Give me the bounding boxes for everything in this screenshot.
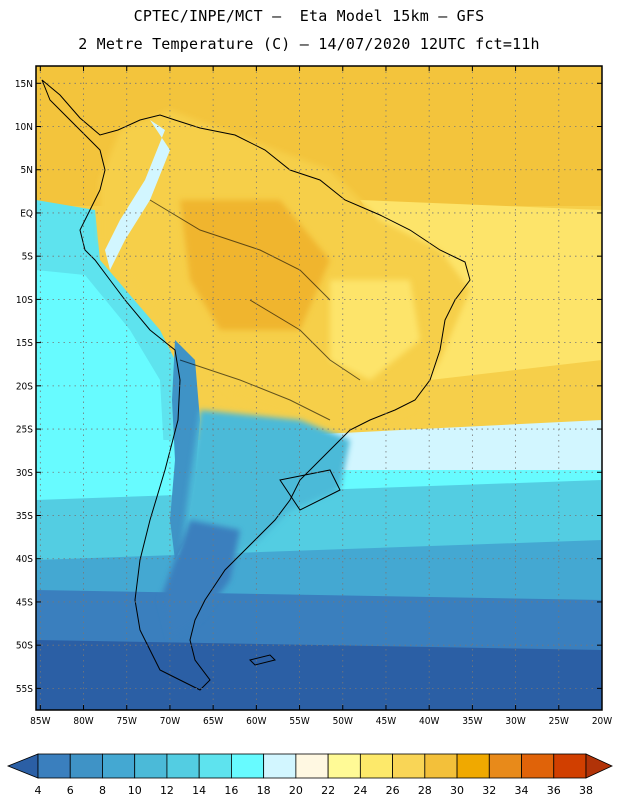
lon-label: 50W — [333, 716, 353, 727]
lon-label: 60W — [246, 716, 266, 727]
colorbar-label: 12 — [160, 784, 174, 797]
colorbar-label: 28 — [418, 784, 432, 797]
lat-label: 5N — [21, 165, 33, 176]
gridlines — [36, 66, 602, 710]
colorbar-label: 6 — [67, 784, 74, 797]
colorbar-label: 22 — [321, 784, 335, 797]
lat-label: 5S — [22, 252, 34, 263]
lat-label: 15N — [15, 79, 33, 90]
colorbar: 4 6 8 10 12 14 16 18 20 22 24 26 28 30 32 34 36 38 — [6, 753, 613, 797]
colorbar-label: 4 — [35, 784, 42, 797]
lat-label: 30S — [16, 468, 33, 479]
colorbar-label: 32 — [482, 784, 496, 797]
lon-label: 20W — [592, 716, 612, 727]
latitude-axis: 15N 10N 5N EQ 5S 10S 15S 20S 25S 30S 35S 40S 45S 50S 5… — [15, 79, 602, 695]
map-title-line1: CPTEC/INPE/MCT – Eta Model 15km – GFS — [133, 7, 485, 25]
lon-label: 75W — [117, 716, 137, 727]
lat-label: 10S — [16, 295, 33, 306]
lat-label: 10N — [15, 122, 33, 133]
colorbar-label: 14 — [192, 784, 206, 797]
colorbar-swatch — [231, 753, 265, 779]
lat-label: 15S — [16, 338, 33, 349]
colorbar-swatch — [359, 753, 393, 779]
colorbar-arrow-low — [6, 753, 39, 779]
map-title-line2: 2 Metre Temperature (C) – 14/07/2020 12U… — [78, 35, 540, 53]
colorbar-label: 18 — [257, 784, 271, 797]
colorbar-label: 34 — [515, 784, 529, 797]
lon-label: 35W — [462, 716, 482, 727]
colorbar-swatch — [392, 753, 426, 779]
colorbar-label: 38 — [579, 784, 593, 797]
colorbar-label: 26 — [386, 784, 400, 797]
lat-label: 45S — [16, 597, 33, 608]
lat-label: 40S — [16, 554, 33, 565]
colorbar-swatch — [134, 753, 168, 779]
colorbar-swatch — [456, 753, 490, 779]
lon-label: 55W — [289, 716, 309, 727]
colorbar-swatch — [69, 753, 103, 779]
colorbar-swatch — [521, 753, 555, 779]
colorbar-swatch — [263, 753, 297, 779]
colorbar-swatch — [166, 753, 200, 779]
colorbar-label: 24 — [353, 784, 367, 797]
lon-label: 30W — [505, 716, 525, 727]
lat-label: EQ — [20, 208, 33, 219]
lat-label: 20S — [16, 381, 33, 392]
colorbar-label: 16 — [224, 784, 238, 797]
lon-label: 85W — [30, 716, 50, 727]
colorbar-swatch — [327, 753, 361, 779]
map-frame — [35, 65, 603, 711]
lon-label: 45W — [376, 716, 396, 727]
colorbar-label: 20 — [289, 784, 303, 797]
colorbar-label: 30 — [450, 784, 464, 797]
lon-label: 80W — [73, 716, 93, 727]
lon-label: 40W — [419, 716, 439, 727]
lat-label: 55S — [16, 684, 33, 695]
lat-label: 50S — [16, 641, 33, 652]
lon-label: 25W — [549, 716, 569, 727]
lon-label: 65W — [203, 716, 223, 727]
colorbar-swatch — [553, 753, 587, 779]
lon-label: 70W — [160, 716, 180, 727]
colorbar-swatch — [37, 753, 71, 779]
colorbar-swatch — [295, 753, 329, 779]
colorbar-label: 10 — [128, 784, 142, 797]
lat-label: 25S — [16, 425, 33, 436]
lat-label: 35S — [16, 511, 33, 522]
colorbar-swatch — [424, 753, 458, 779]
temperature-field — [36, 66, 602, 710]
colorbar-swatch — [488, 753, 522, 779]
colorbar-arrow-high — [585, 753, 613, 779]
colorbar-label: 36 — [547, 784, 561, 797]
colorbar-swatch — [102, 753, 136, 779]
colorbar-label: 8 — [99, 784, 106, 797]
longitude-axis: 85W 80W 75W 70W 65W 60W 55W 50W 45W 40W 35W 30W 25W 2… — [30, 66, 612, 727]
colorbar-swatch — [198, 753, 232, 779]
